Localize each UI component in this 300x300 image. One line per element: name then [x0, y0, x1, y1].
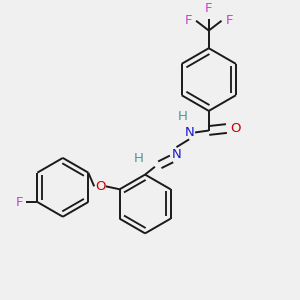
- Text: N: N: [184, 126, 194, 139]
- Text: F: F: [16, 196, 24, 208]
- Text: F: F: [225, 14, 233, 27]
- Text: O: O: [95, 180, 105, 193]
- Text: H: H: [177, 110, 187, 123]
- Text: F: F: [184, 14, 192, 27]
- Text: H: H: [133, 152, 143, 165]
- Text: O: O: [230, 122, 241, 135]
- Text: F: F: [205, 2, 212, 15]
- Text: N: N: [172, 148, 181, 160]
